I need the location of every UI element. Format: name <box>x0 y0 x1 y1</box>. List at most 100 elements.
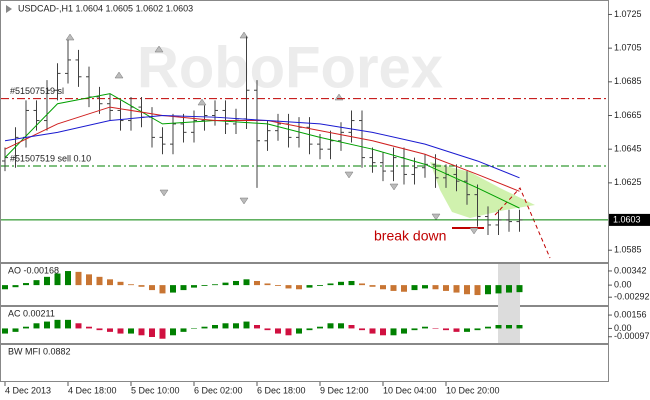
indicator-bar <box>128 328 134 334</box>
indicator-bar <box>359 283 365 286</box>
indicator-bar <box>233 280 239 286</box>
x-tick-label: 10 Dec 04:00 <box>383 385 437 395</box>
indicator-bar <box>338 323 344 329</box>
indicator-bar <box>222 282 229 286</box>
x-tick-label: 10 Dec 20:00 <box>446 385 500 395</box>
indicator-bar <box>432 285 439 290</box>
indicator-bar <box>159 328 166 339</box>
indicator-bar <box>348 280 355 286</box>
indicator-bar <box>222 323 229 329</box>
indicator-bar <box>464 285 470 295</box>
indicator-bar <box>149 328 155 337</box>
indicator-title: BW MFI 0.0882 <box>8 346 71 356</box>
indicator-bar <box>359 328 365 331</box>
ac-frame <box>0 306 609 344</box>
indicator-bar <box>170 328 176 336</box>
x-tick-label: 6 Dec 02:00 <box>194 385 243 395</box>
indicator-bar <box>180 328 187 332</box>
y-tick-label: -0.00097 <box>614 331 650 341</box>
indicator-bar <box>474 328 481 331</box>
indicator-bar <box>264 283 271 286</box>
indicator-bar <box>86 326 92 329</box>
indicator-bar <box>23 283 29 286</box>
indicator-bar <box>2 328 8 334</box>
indicator-bar <box>506 325 512 329</box>
watermark: RoboForex <box>137 35 443 100</box>
indicator-bar <box>453 328 460 332</box>
indicator-bar <box>327 323 334 329</box>
indicator-bar <box>411 285 418 291</box>
indicator-bar <box>170 285 176 293</box>
indicator-bar <box>44 276 50 286</box>
indicator-bar <box>180 285 187 291</box>
indicator-bar <box>201 285 208 286</box>
price-label: 1.0603 <box>613 214 641 224</box>
indicator-bar <box>516 285 523 293</box>
indicator-bar <box>306 285 313 288</box>
indicator-bar <box>2 285 8 290</box>
indicator-bar <box>443 328 449 331</box>
level-label: #51507519 sell 0.10 <box>10 153 91 163</box>
ao-frame <box>0 263 609 306</box>
indicator-bar <box>495 325 502 329</box>
indicator-bar <box>264 328 271 331</box>
symbol-icon <box>6 5 12 13</box>
y-tick-label: 1.0725 <box>614 9 642 19</box>
indicator-bar <box>117 281 124 286</box>
indicator-bar <box>96 328 103 331</box>
indicator-bar <box>212 325 218 329</box>
indicator-bar <box>317 326 323 329</box>
indicator-bar <box>107 279 113 286</box>
indicator-bar <box>254 280 260 286</box>
indicator-bar <box>369 328 376 334</box>
indicator-bar <box>432 328 439 329</box>
indicator-bar <box>495 285 502 294</box>
indicator-bar <box>107 328 113 332</box>
indicator-bar <box>201 326 208 329</box>
shift-area <box>498 264 520 343</box>
indicator-bar <box>348 325 355 329</box>
indicator-bar <box>285 285 292 289</box>
indicator-bar <box>33 323 40 329</box>
annotation: break down <box>374 228 446 244</box>
indicator-bar <box>254 325 260 329</box>
indicator-bar <box>422 326 428 329</box>
indicator-bar <box>327 283 334 286</box>
indicator-bar <box>243 321 250 329</box>
indicator-bar <box>33 280 40 286</box>
indicator-bar <box>296 328 302 334</box>
indicator-bar <box>453 285 460 293</box>
indicator-bar <box>159 285 166 294</box>
indicator-bar <box>191 285 197 288</box>
x-tick-label: 9 Dec 12:00 <box>320 385 369 395</box>
indicator-bar <box>149 285 155 291</box>
indicator-bar <box>138 328 145 336</box>
indicator-bar <box>369 285 376 287</box>
indicator-bar <box>233 323 239 329</box>
indicator-bar <box>65 271 71 286</box>
indicator-bar <box>54 319 61 329</box>
indicator-bar <box>306 328 313 331</box>
indicator-bar <box>411 328 418 331</box>
indicator-bar <box>275 285 281 286</box>
indicator-bar <box>401 285 407 292</box>
indicator-bar <box>390 285 397 291</box>
indicator-bar <box>138 285 145 287</box>
indicator-bar <box>401 328 407 334</box>
indicator-bar <box>485 326 491 329</box>
mfi-frame <box>0 344 609 382</box>
y-tick-label: 1.0625 <box>614 177 642 187</box>
forecast-arrow <box>494 187 551 259</box>
x-tick-label: 4 Dec 2013 <box>5 385 51 395</box>
indicator-bar <box>338 281 344 286</box>
y-tick-label: 1.0705 <box>614 43 642 53</box>
y-tick-label: 1.0645 <box>614 144 642 154</box>
x-tick-label: 4 Dec 18:00 <box>68 385 117 395</box>
indicator-bar <box>485 285 491 295</box>
indicator-bar <box>86 274 92 286</box>
indicator-bar <box>75 323 82 329</box>
indicator-bar <box>380 328 386 336</box>
indicator-bar <box>275 328 281 334</box>
indicator-bar <box>191 328 197 329</box>
